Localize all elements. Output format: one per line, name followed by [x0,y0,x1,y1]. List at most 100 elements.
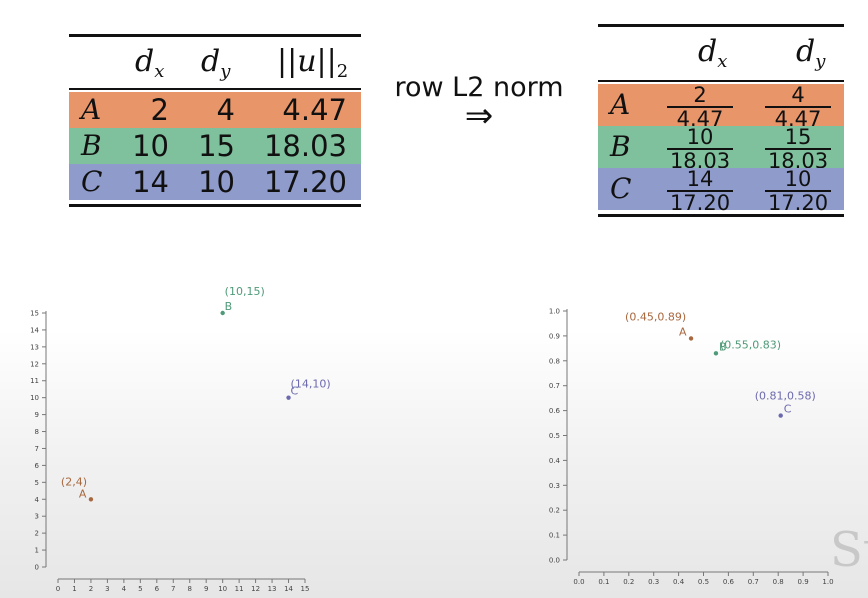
fraction-bar [765,148,831,150]
numerator: 10 [686,125,714,149]
x-tick-label: 12 [251,585,260,593]
cell-a-dx: 2 [150,93,169,127]
y-tick-label: 0 [35,564,39,572]
y-tick-label: 8 [35,428,39,436]
point-label-b: (0.55,0.83) [720,338,781,351]
fraction-bar [667,106,733,108]
x-tick-label: 0.5 [698,578,709,586]
row-a: A 2 4 4.47 [69,92,361,128]
point-label-c: (14,10) [291,378,331,391]
point-label-a: (2,4) [61,475,87,488]
y-tick-label: 0.0 [549,557,560,565]
x-tick-label: 7 [171,585,175,593]
point-name-b: B [719,340,727,353]
y-tick-label: 0.7 [549,382,560,390]
header-dy: dy [201,44,231,82]
x-tick-label: 0 [56,585,60,593]
row-label-a: A [81,93,102,126]
original-table: dx dy ||u||2 A 2 4 4.47 B 10 15 18.03 C … [69,34,361,210]
y-tick-label: 7 [35,445,39,453]
x-tick-label: 0.8 [773,578,784,586]
y-tick-label: 5 [35,479,39,487]
fraction-c-dx: 14 17.20 [665,167,735,214]
x-tick-label: 1 [72,585,76,593]
point-b [713,351,719,356]
cell-c-dy: 10 [198,165,235,199]
header-norm: ||u||2 [277,44,349,82]
y-tick-label: 0.6 [549,407,561,415]
arrow-icon: ⇒ [464,96,494,136]
x-tick-label: 0.3 [648,578,659,586]
point-name-c: C [784,403,792,416]
row-label-b: B [81,129,102,162]
y-tick-label: 1.0 [549,308,560,316]
y-tick-label: 14 [30,326,39,334]
y-tick-label: 4 [35,496,40,504]
cell-c-dx: 14 [132,165,169,199]
bottom-rule [598,214,844,217]
x-tick-label: 0.9 [798,578,809,586]
x-tick-label: 0.7 [748,578,759,586]
numerator: 10 [784,167,812,191]
row-c: C 14 10 17.20 [69,164,361,200]
x-tick-label: 1.0 [822,578,833,586]
point-b [220,310,225,316]
y-tick-label: 0.5 [549,432,560,440]
point-label-c: (0.81,0.58) [755,390,816,403]
x-tick-label: 3 [105,585,109,593]
y-tick-label: 0.9 [549,332,560,340]
y-tick-label: 3 [35,513,39,521]
fraction-b-dy: 15 18.03 [763,127,833,172]
y-tick-label: 9 [35,411,39,419]
y-tick-label: 0.8 [549,357,560,365]
normalized-table: dx dy A 2 4.47 4 4.47 B 10 18.03 15 18.0… [598,24,844,220]
fraction-a-dy: 4 4.47 [763,83,833,130]
point-label-a: (0.45,0.89) [625,310,686,323]
numerator: 14 [686,167,714,191]
top-rule [598,24,844,27]
row-label-a: A [610,88,631,121]
x-tick-label: 10 [218,585,227,593]
point-c [286,395,291,400]
fraction-bar [765,106,831,108]
top-rule [69,34,361,37]
header-rule [69,88,361,90]
denominator: 4.47 [676,107,724,131]
denominator: 17.20 [767,191,829,215]
fraction-bar [667,190,733,192]
watermark: St [830,522,868,578]
y-tick-label: 0.2 [549,507,560,515]
y-tick-label: 0.4 [549,457,561,465]
denominator: 18.03 [669,149,731,173]
y-tick-label: 12 [30,360,39,368]
header-dx: dx [698,34,728,72]
fraction-bar [765,190,831,192]
y-tick-label: 15 [30,310,39,318]
row-b: B 10 18.03 15 18.03 [598,125,844,173]
y-tick-label: 10 [30,394,39,402]
y-tick-label: 11 [30,377,39,385]
point-c [778,413,783,418]
x-tick-label: 0.2 [623,578,634,586]
x-tick-label: 5 [138,585,142,593]
y-tick-label: 0.3 [549,482,560,490]
cell-a-dy: 4 [216,93,235,127]
row-a: A 2 4.47 4 4.47 [598,83,844,131]
x-tick-label: 4 [122,585,127,593]
x-tick-label: 9 [204,585,208,593]
fraction-c-dy: 10 17.20 [763,167,833,215]
y-tick-label: 0.1 [549,532,560,540]
row-c: C 14 17.20 10 17.20 [598,167,844,215]
x-tick-label: 0.6 [723,578,735,586]
fraction-b-dx: 10 18.03 [665,125,735,173]
y-tick-label: 13 [30,343,39,351]
x-tick-label: 0.4 [673,578,685,586]
point-name-a: A [679,325,687,338]
fraction-a-dx: 2 4.47 [665,85,735,131]
y-tick-label: 2 [35,530,39,538]
cell-b-dx: 10 [132,129,169,163]
numerator: 4 [791,83,805,107]
point-name-c: C [291,385,299,398]
